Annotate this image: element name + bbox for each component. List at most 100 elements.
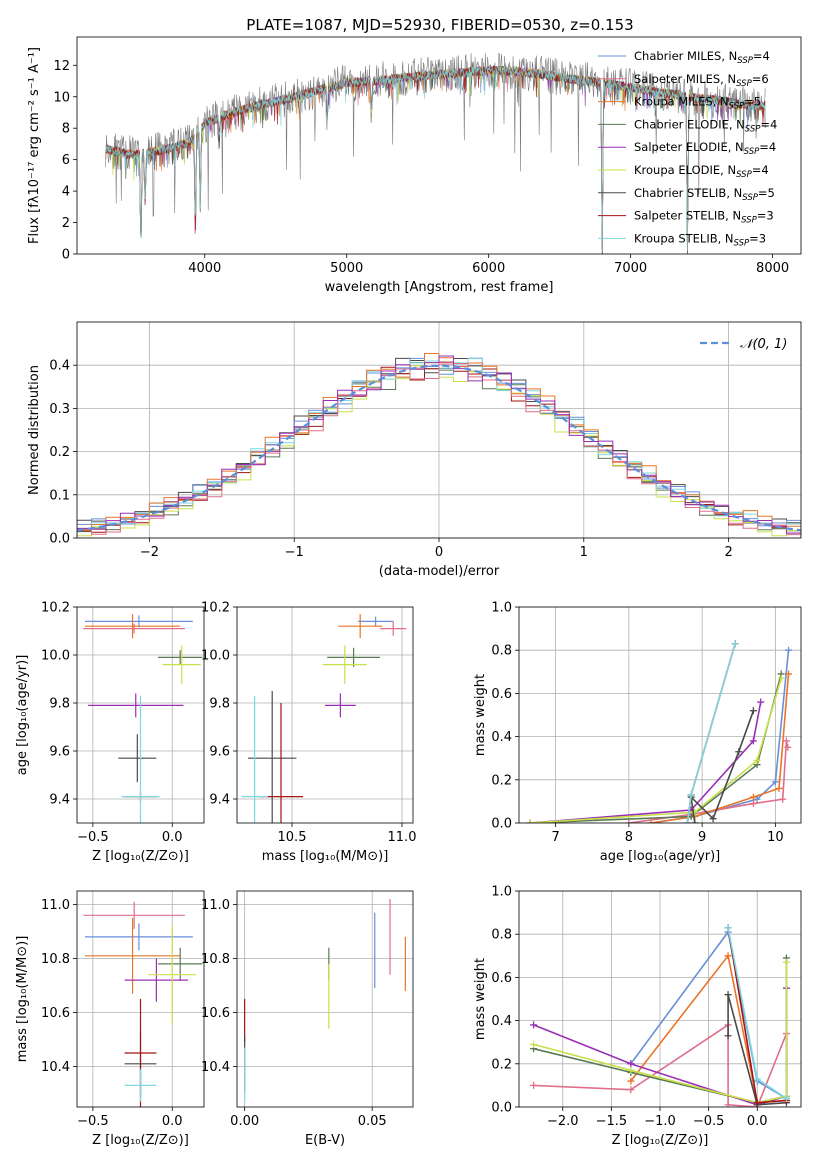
x-axis-label: (data-model)/error — [379, 564, 500, 579]
errorbar-salpeter_miles — [83, 901, 185, 929]
errorbar-kroupa_stelib — [121, 695, 160, 823]
weight-marker-kroupa_stelib — [731, 640, 739, 648]
spectrum-legend: Chabrier MILES, NSSP=4 Salpeter MILES, NS… — [598, 49, 777, 248]
histogram-salpeter_miles — [77, 363, 801, 538]
x-tick-label: −1 — [285, 545, 304, 560]
errorbar-chabrier_miles — [84, 923, 193, 951]
x-tick-label: 1 — [580, 545, 588, 560]
weight-marker-salpeter_stelib — [753, 1099, 761, 1107]
panel-weight-vs-age: 7 8 9 10 0.0 0.2 0.4 0.6 0.8 1.0 age [log₁₀(age/yr… — [473, 601, 802, 864]
weight-line-chabrier_stelib — [689, 710, 755, 823]
x-tick-label: 8 — [625, 830, 633, 845]
weight-marker-salpeter_miles — [724, 1101, 732, 1107]
y-axis-label: mass [log₁₀(M/M⊙)] — [15, 936, 30, 1063]
axes-frame — [76, 321, 802, 539]
x-axis-label: Z [log₁₀(Z/Z⊙)] — [92, 849, 189, 864]
y-axis-label: mass weight — [473, 958, 488, 1040]
y-tick-label: 9.4 — [49, 793, 70, 808]
x-tick-label: −1.5 — [596, 1114, 628, 1129]
x-tick-label: 0.0 — [162, 1114, 183, 1129]
y-tick-label: 10.4 — [201, 1060, 230, 1075]
axes-frame — [76, 36, 802, 255]
errorbar-kroupa_elodie — [162, 645, 201, 684]
figure-title: PLATE=1087, MJD=52930, FIBERID=0530, z=0… — [246, 16, 633, 34]
legend-label-salpeter_elodie: Salpeter ELODIE, NSSP=4 — [634, 140, 776, 157]
x-tick-label: 10 — [767, 830, 784, 845]
x-tick-label: 0.0 — [747, 1114, 768, 1129]
weight-marker-salpeter_miles — [625, 819, 633, 823]
plot-area — [77, 322, 801, 538]
x-tick-label: −0.5 — [77, 1114, 109, 1129]
errorbar-chabrier_elodie — [327, 647, 380, 667]
panel-spectrum: 4000 5000 6000 7000 8000 0 2 4 6 8 10 12 wavelength … — [27, 36, 802, 295]
weight-marker-chabrier_stelib — [691, 819, 699, 823]
x-tick-label: 8000 — [756, 261, 789, 276]
x-tick-label: 9 — [698, 830, 706, 845]
errorbar-kroupa_elodie — [322, 645, 367, 684]
normal-reference-curve — [77, 364, 801, 532]
y-tick-label: 0.0 — [49, 532, 70, 547]
axes-frame — [76, 606, 205, 824]
errorbar-salpeter_miles — [83, 623, 185, 634]
y-tick-label: 0.2 — [491, 1057, 512, 1072]
errorbar-chabrier_miles — [358, 616, 394, 627]
x-axis-label: age [log₁₀(age/yr)] — [600, 849, 721, 864]
weight-marker-salpeter_elodie — [757, 698, 765, 706]
y-axis-label: mass weight — [473, 674, 488, 756]
y-tick-label: 10.0 — [201, 649, 230, 664]
weight-marker-kroupa_elodie — [777, 674, 785, 682]
x-tick-label: 7000 — [614, 261, 647, 276]
y-tick-label: 0.8 — [491, 928, 512, 943]
weight-marker-kroupa_elodie — [627, 1066, 635, 1074]
y-axis-label: age [log₁₀(age/yr)] — [15, 655, 30, 776]
y-tick-label: 10.8 — [201, 952, 230, 967]
weight-marker-chabrier_stelib — [749, 707, 757, 715]
weight-marker-salpeter_miles — [627, 1086, 635, 1094]
weight-marker-kroupa_elodie — [753, 756, 761, 764]
weight-marker-kroupa_miles — [749, 793, 757, 801]
panel-residual-histogram: −2 −1 0 1 2 0.0 0.1 0.2 0.3 0.4 (data-model)/error… — [27, 321, 802, 579]
y-tick-label: 2 — [62, 216, 70, 231]
weight-marker-chabrier_miles — [771, 778, 779, 786]
y-tick-label: 0.4 — [491, 1014, 512, 1029]
model-spectrum-kroupa_stelib — [105, 66, 766, 252]
weight-marker-salpeter_miles — [530, 1081, 538, 1089]
y-tick-label: 0.2 — [49, 445, 70, 460]
errorbar-kroupa_miles — [84, 614, 181, 639]
y-tick-label: 4 — [62, 185, 70, 200]
weight-marker-chabrier_stelib — [709, 815, 717, 823]
y-tick-label: 9.8 — [49, 697, 70, 712]
errorbar-chabrier_stelib — [248, 691, 297, 823]
y-axis-label: Normed distribution — [27, 365, 42, 495]
plot-area — [77, 891, 204, 1107]
x-tick-label: 11.0 — [388, 830, 417, 845]
y-tick-label: 0.8 — [491, 644, 512, 659]
weight-marker-kroupa_stelib — [782, 1094, 790, 1102]
axes-frame — [518, 606, 802, 824]
weight-marker-kroupa_miles — [627, 1077, 635, 1085]
panel-age-vs-Z: −0.5 0.0 9.4 9.6 9.8 10.0 10.2 Z [log₁₀(Z/Z⊙)] a… — [15, 601, 205, 864]
y-tick-label: 11.0 — [41, 898, 70, 913]
weight-marker-salpeter_miles — [779, 795, 787, 803]
plot-area — [237, 891, 413, 1107]
y-tick-label: 9.8 — [209, 697, 230, 712]
y-tick-label: 10.2 — [201, 601, 230, 616]
y-tick-label: 0.0 — [491, 817, 512, 832]
histogram-legend: 𝒩(0, 1) — [700, 337, 787, 352]
panel-weight-vs-Z: −2.0 −1.5 −1.0 −0.5 0.0 0.0 0.2 0.4 0.6 0.8 1.0 Z [… — [473, 885, 802, 1148]
x-tick-label: 0.00 — [230, 1114, 259, 1129]
x-tick-label: 10.5 — [278, 830, 307, 845]
legend-label-salpeter_stelib: Salpeter STELIB, NSSP=3 — [634, 209, 774, 226]
x-tick-label: 2 — [724, 545, 732, 560]
y-tick-label: 10.8 — [41, 952, 70, 967]
weight-marker-chabrier_stelib — [724, 991, 732, 999]
weight-marker-kroupa_stelib — [687, 791, 695, 799]
weight-marker-kroupa_elodie — [526, 819, 534, 823]
errorbar-kroupa_elodie — [148, 926, 197, 1024]
panel-mass-vs-ebv: 0.00 0.05 10.4 10.6 10.8 11.0 E(B-V) — [201, 890, 414, 1148]
errorbar-salpeter_elodie — [124, 958, 189, 1002]
legend-label-normal: 𝒩(0, 1) — [740, 337, 787, 352]
plot-area — [519, 607, 801, 823]
errorbar-kroupa_stelib — [241, 695, 268, 823]
